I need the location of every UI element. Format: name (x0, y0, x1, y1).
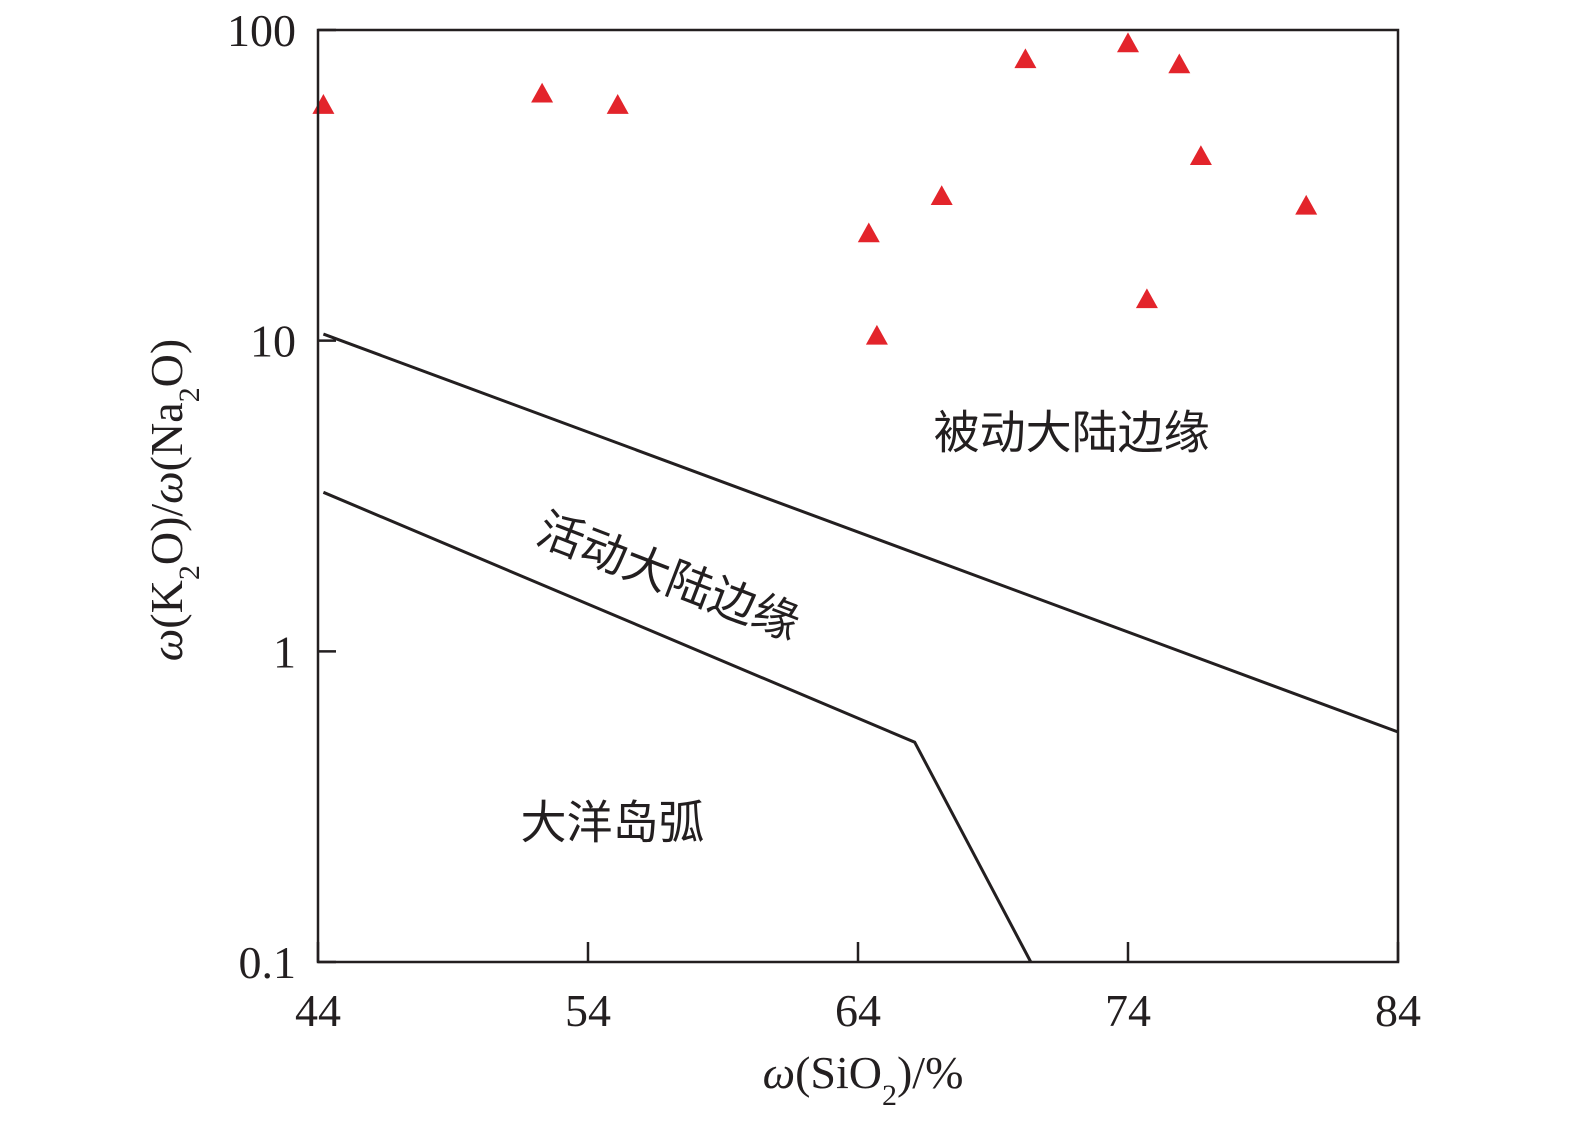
data-point-triangle (312, 94, 335, 114)
boundary-lines (322, 332, 1399, 963)
data-point-triangle (606, 94, 629, 114)
data-point-triangle (1117, 32, 1139, 53)
plot-frame (316, 28, 1400, 964)
data-point-triangle (1189, 145, 1212, 166)
x-tick-label: 64 (835, 985, 881, 1036)
data-point-triangle (1168, 53, 1191, 74)
y-axis-ticks: 0.1 1 10 100 (227, 5, 336, 988)
region-label: 大洋岛弧 (521, 795, 705, 849)
boundary-line-upper (322, 332, 1399, 734)
region-label: 被动大陆边缘 (934, 405, 1210, 459)
data-point-triangle (1295, 194, 1318, 215)
data-point-triangle (930, 185, 953, 205)
y-tick-label: 0.1 (239, 937, 297, 988)
x-axis-title: ω(SiO2)/% (763, 1047, 964, 1112)
x-tick-label: 44 (295, 985, 341, 1036)
data-point-triangle (857, 222, 880, 243)
data-point-triangle (1135, 288, 1158, 309)
y-tick-label: 100 (227, 5, 296, 56)
x-axis-ticks: 44 54 64 74 84 (295, 942, 1421, 1036)
x-tick-label: 74 (1105, 985, 1151, 1036)
y-tick-label: 10 (250, 316, 296, 367)
region-label: 活动大陆边缘 (530, 502, 807, 651)
y-axis-title: ω(K2O)/ω(Na2O) (141, 339, 206, 661)
data-point-triangle (865, 324, 888, 345)
x-tick-label: 84 (1375, 985, 1421, 1036)
data-points (312, 32, 1318, 345)
boundary-line-lower (322, 490, 1033, 963)
data-point-triangle (531, 82, 554, 103)
y-tick-label: 1 (273, 626, 296, 677)
data-point-triangle (1014, 48, 1037, 69)
x-tick-label: 54 (565, 985, 611, 1036)
